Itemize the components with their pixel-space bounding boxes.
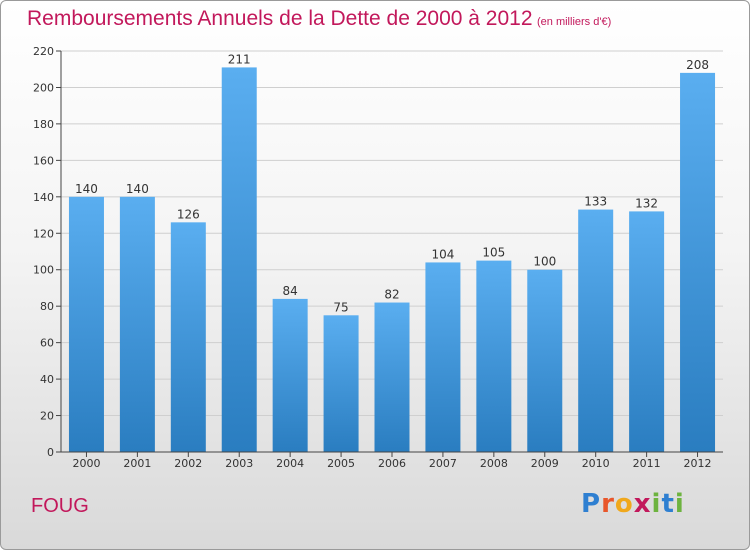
x-tick-label-2000: 2000 bbox=[72, 457, 100, 470]
y-tick-label-40: 40 bbox=[40, 373, 54, 386]
bar-value-2007: 104 bbox=[431, 247, 454, 261]
y-tick-label-0: 0 bbox=[47, 446, 54, 459]
bar-value-2005: 75 bbox=[333, 300, 348, 314]
axes: 0 20 40 60 80 100 120 140 160 180 200 220 2000 2001 20… bbox=[33, 45, 723, 470]
bar-value-2001: 140 bbox=[126, 182, 149, 196]
y-tick-label-100: 100 bbox=[33, 264, 54, 277]
x-tick-label-2011: 2011 bbox=[633, 457, 661, 470]
x-tick-label-2004: 2004 bbox=[276, 457, 304, 470]
x-tick-label-2003: 2003 bbox=[225, 457, 253, 470]
y-tick-label-20: 20 bbox=[40, 410, 54, 423]
y-tick-label-60: 60 bbox=[40, 337, 54, 350]
bar-value-2004: 84 bbox=[283, 284, 298, 298]
y-tick-label-120: 120 bbox=[33, 227, 54, 240]
bar-2010 bbox=[578, 209, 614, 452]
bar-2001 bbox=[119, 196, 155, 452]
bar-value-2011: 132 bbox=[635, 196, 658, 210]
bar-2009 bbox=[527, 269, 563, 452]
logo-letter: t bbox=[661, 489, 675, 519]
x-tick-label-2006: 2006 bbox=[378, 457, 406, 470]
y-tick-label-140: 140 bbox=[33, 191, 54, 204]
x-tick-label-2002: 2002 bbox=[174, 457, 202, 470]
labels: 140 140 126 211 84 75 82 104 105 100 133 132 208 bbox=[75, 52, 709, 314]
bar-2003 bbox=[221, 67, 257, 453]
proxiti-logo: Proxiti bbox=[581, 489, 685, 523]
bar-value-2000: 140 bbox=[75, 182, 98, 196]
bar-value-2006: 82 bbox=[384, 288, 399, 302]
logo-letter: o bbox=[614, 489, 634, 519]
bar-value-2010: 133 bbox=[584, 195, 607, 209]
x-tick-label-2001: 2001 bbox=[123, 457, 151, 470]
bar-value-2012: 208 bbox=[686, 58, 709, 72]
bar-value-2002: 126 bbox=[177, 207, 200, 221]
y-tick-label-220: 220 bbox=[33, 45, 54, 58]
y-tick-label-80: 80 bbox=[40, 300, 54, 313]
bar-value-2009: 100 bbox=[533, 255, 556, 269]
bar-value-2003: 211 bbox=[228, 52, 251, 66]
y-tick-label-160: 160 bbox=[33, 154, 54, 167]
bar-2000 bbox=[68, 196, 104, 452]
bars bbox=[68, 67, 716, 453]
x-tick-label-2009: 2009 bbox=[531, 457, 559, 470]
x-tick-label-2007: 2007 bbox=[429, 457, 457, 470]
bar-2005 bbox=[323, 315, 359, 452]
x-tick-label-2010: 2010 bbox=[582, 457, 610, 470]
chart-title: Remboursements Annuels de la Dette de 20… bbox=[27, 7, 533, 30]
y-tick-label-200: 200 bbox=[33, 81, 54, 94]
x-tick-label-2005: 2005 bbox=[327, 457, 355, 470]
bar-2002 bbox=[170, 222, 206, 452]
bar-value-2008: 105 bbox=[482, 246, 505, 260]
logo-letter: P bbox=[581, 489, 602, 519]
x-tick-label-2008: 2008 bbox=[480, 457, 508, 470]
y-tick-label-180: 180 bbox=[33, 118, 54, 131]
commune-name: FOUG bbox=[31, 495, 89, 517]
bar-2012 bbox=[680, 72, 716, 452]
logo-letter: r bbox=[601, 489, 615, 519]
bar-2008 bbox=[476, 260, 512, 452]
bar-2007 bbox=[425, 262, 461, 452]
bar-2006 bbox=[374, 302, 410, 452]
bar-2004 bbox=[272, 298, 308, 452]
logo-letter: i bbox=[651, 489, 662, 519]
logo-letter: i bbox=[674, 489, 685, 519]
unit-label: (en milliers d'€) bbox=[537, 16, 612, 28]
logo-letter: x bbox=[633, 489, 652, 519]
bar-2011 bbox=[629, 211, 665, 452]
x-tick-label-2012: 2012 bbox=[684, 457, 712, 470]
